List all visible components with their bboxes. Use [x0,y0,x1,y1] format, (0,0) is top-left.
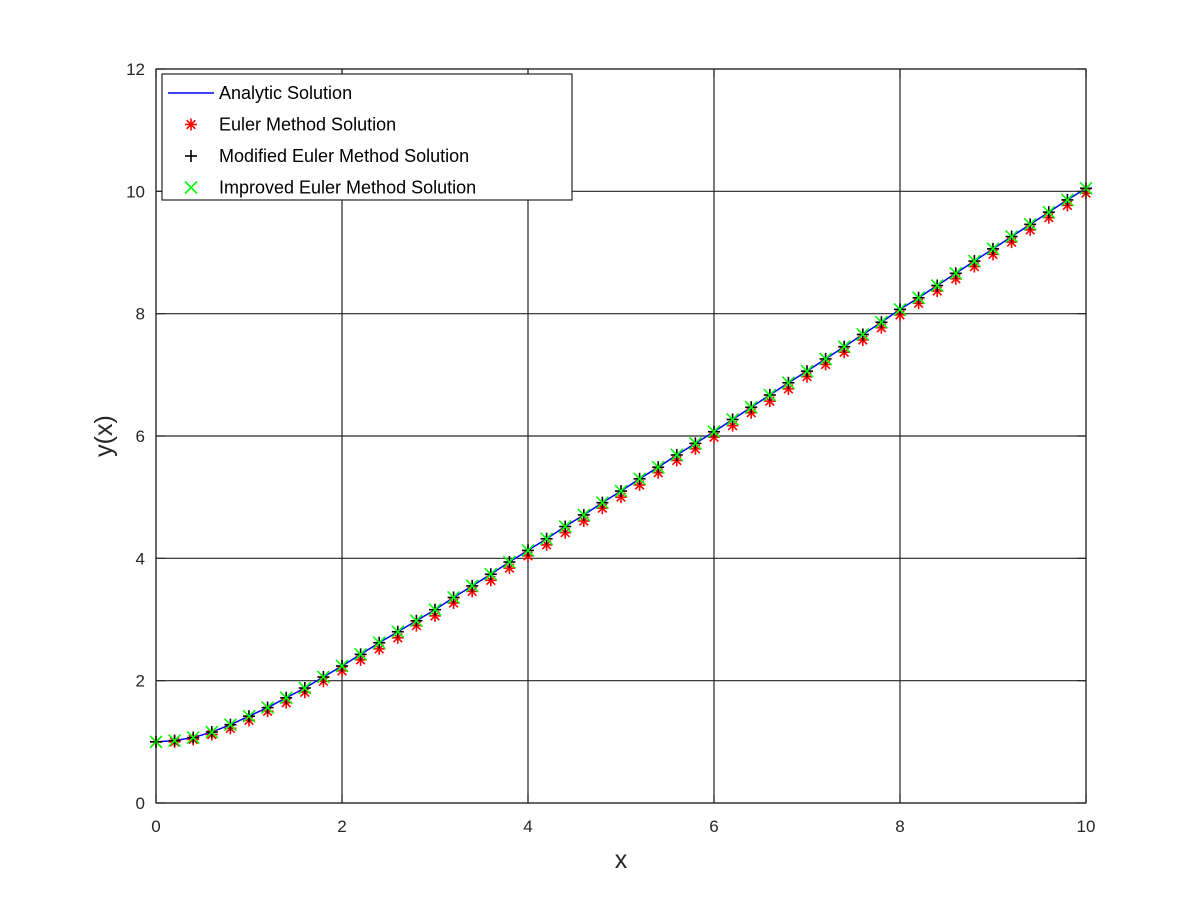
improved-euler-method-solution-point [651,460,665,474]
x-tick-label: 2 [337,817,346,836]
improved-euler-method-solution-point [800,364,814,378]
improved-euler-method-solution-point [688,436,702,450]
improved-euler-method-solution-point [372,636,386,650]
improved-euler-method-solution-point [1060,193,1074,207]
improved-euler-method-solution-point [1023,217,1037,231]
legend-swatch-euler-method-solution [185,118,197,131]
improved-euler-method-solution-point [819,352,833,366]
y-tick-label: 2 [136,672,145,691]
improved-euler-method-solution-point [781,376,795,390]
improved-euler-method-solution-point [335,659,349,673]
improved-euler-method-solution-point [856,327,870,342]
improved-euler-method-solution-point [168,734,182,748]
improved-euler-method-solution-point [502,555,516,569]
improved-euler-method-solution-point [558,519,572,534]
improved-euler-method-solution-point [726,412,740,427]
improved-euler-method-solution-point [409,614,423,628]
improved-euler-method-solution-point [540,532,554,546]
y-axis-label: y(x) [90,415,118,457]
improved-euler-method-solution-point [967,254,981,268]
improved-euler-method-solution-point [874,315,888,329]
legend-box [161,73,573,201]
x-axis-label: x [615,846,628,874]
x-tick-label: 0 [151,817,160,836]
improved-euler-method-solution-point [707,425,721,439]
improved-euler-method-solution-point [354,647,368,661]
x-tick-label: 6 [709,817,718,836]
y-tick-label: 0 [136,794,145,813]
improved-euler-method-solution-point [595,496,609,510]
legend: Analytic Solution Euler Method Solution Mo… [161,73,573,201]
x-tick-label: 10 [1077,817,1096,836]
improved-euler-method-solution-point [298,681,312,695]
improved-euler-method-solution-point [484,567,498,581]
improved-euler-method-solution-point [1005,230,1019,244]
improved-euler-method-solution-point [930,278,944,293]
series-layer [149,181,1093,749]
improved-euler-method-solution-point [912,291,926,305]
legend-swatch-improved-euler-method-solution [184,180,198,195]
legend-label-euler-method-solution: Euler Method Solution [219,115,396,135]
improved-euler-method-solution-point [1042,205,1056,219]
y-tick-label: 8 [136,305,145,324]
x-tick-label: 8 [895,817,904,836]
improved-euler-method-solution-point [763,388,777,402]
y-tick-label: 10 [126,182,145,201]
improved-euler-method-solution-point [837,340,851,354]
improved-euler-method-solution-point [186,730,200,745]
y-tick-label: 6 [136,427,145,446]
y-tick-label: 12 [126,60,145,79]
improved-euler-method-solution-point [279,691,293,705]
improved-euler-method-solution-point [447,590,461,605]
improved-euler-method-solution-point [670,448,684,462]
improved-euler-method-solution-point [316,670,330,684]
improved-euler-method-solution-point [949,266,963,280]
axis-ticks: 0 2 4 6 8 10 0 2 4 6 8 10 12 [126,60,1095,836]
improved-euler-method-solution-point [521,543,535,557]
improved-euler-method-solution-point [428,603,442,617]
improved-euler-method-solution-point [614,484,628,498]
x-tick-label: 4 [523,817,532,836]
improved-euler-method-solution-point [577,508,591,522]
improved-euler-method-solution-point [391,625,405,639]
improved-euler-method-solution-point [242,709,256,723]
improved-euler-method-solution-point [633,472,647,486]
legend-label-improved-euler-method-solution: Improved Euler Method Solution [219,178,476,198]
y-tick-label: 4 [136,549,145,568]
improved-euler-method-solution-point [465,579,479,593]
improved-euler-method-solution-point [223,718,237,732]
improved-euler-method-solution-point [205,725,219,739]
legend-swatch-modified-euler-method-solution [185,150,197,162]
improved-euler-method-solution-point [744,400,758,414]
improved-euler-method-solution-point [261,701,275,715]
improved-euler-method-solution-markers [149,181,1093,749]
improved-euler-method-solution-point [986,242,1000,256]
improved-euler-method-solution-point [893,302,907,316]
legend-label-analytic-solution: Analytic Solution [219,83,352,103]
legend-label-modified-euler-method-solution: Modified Euler Method Solution [219,146,469,166]
